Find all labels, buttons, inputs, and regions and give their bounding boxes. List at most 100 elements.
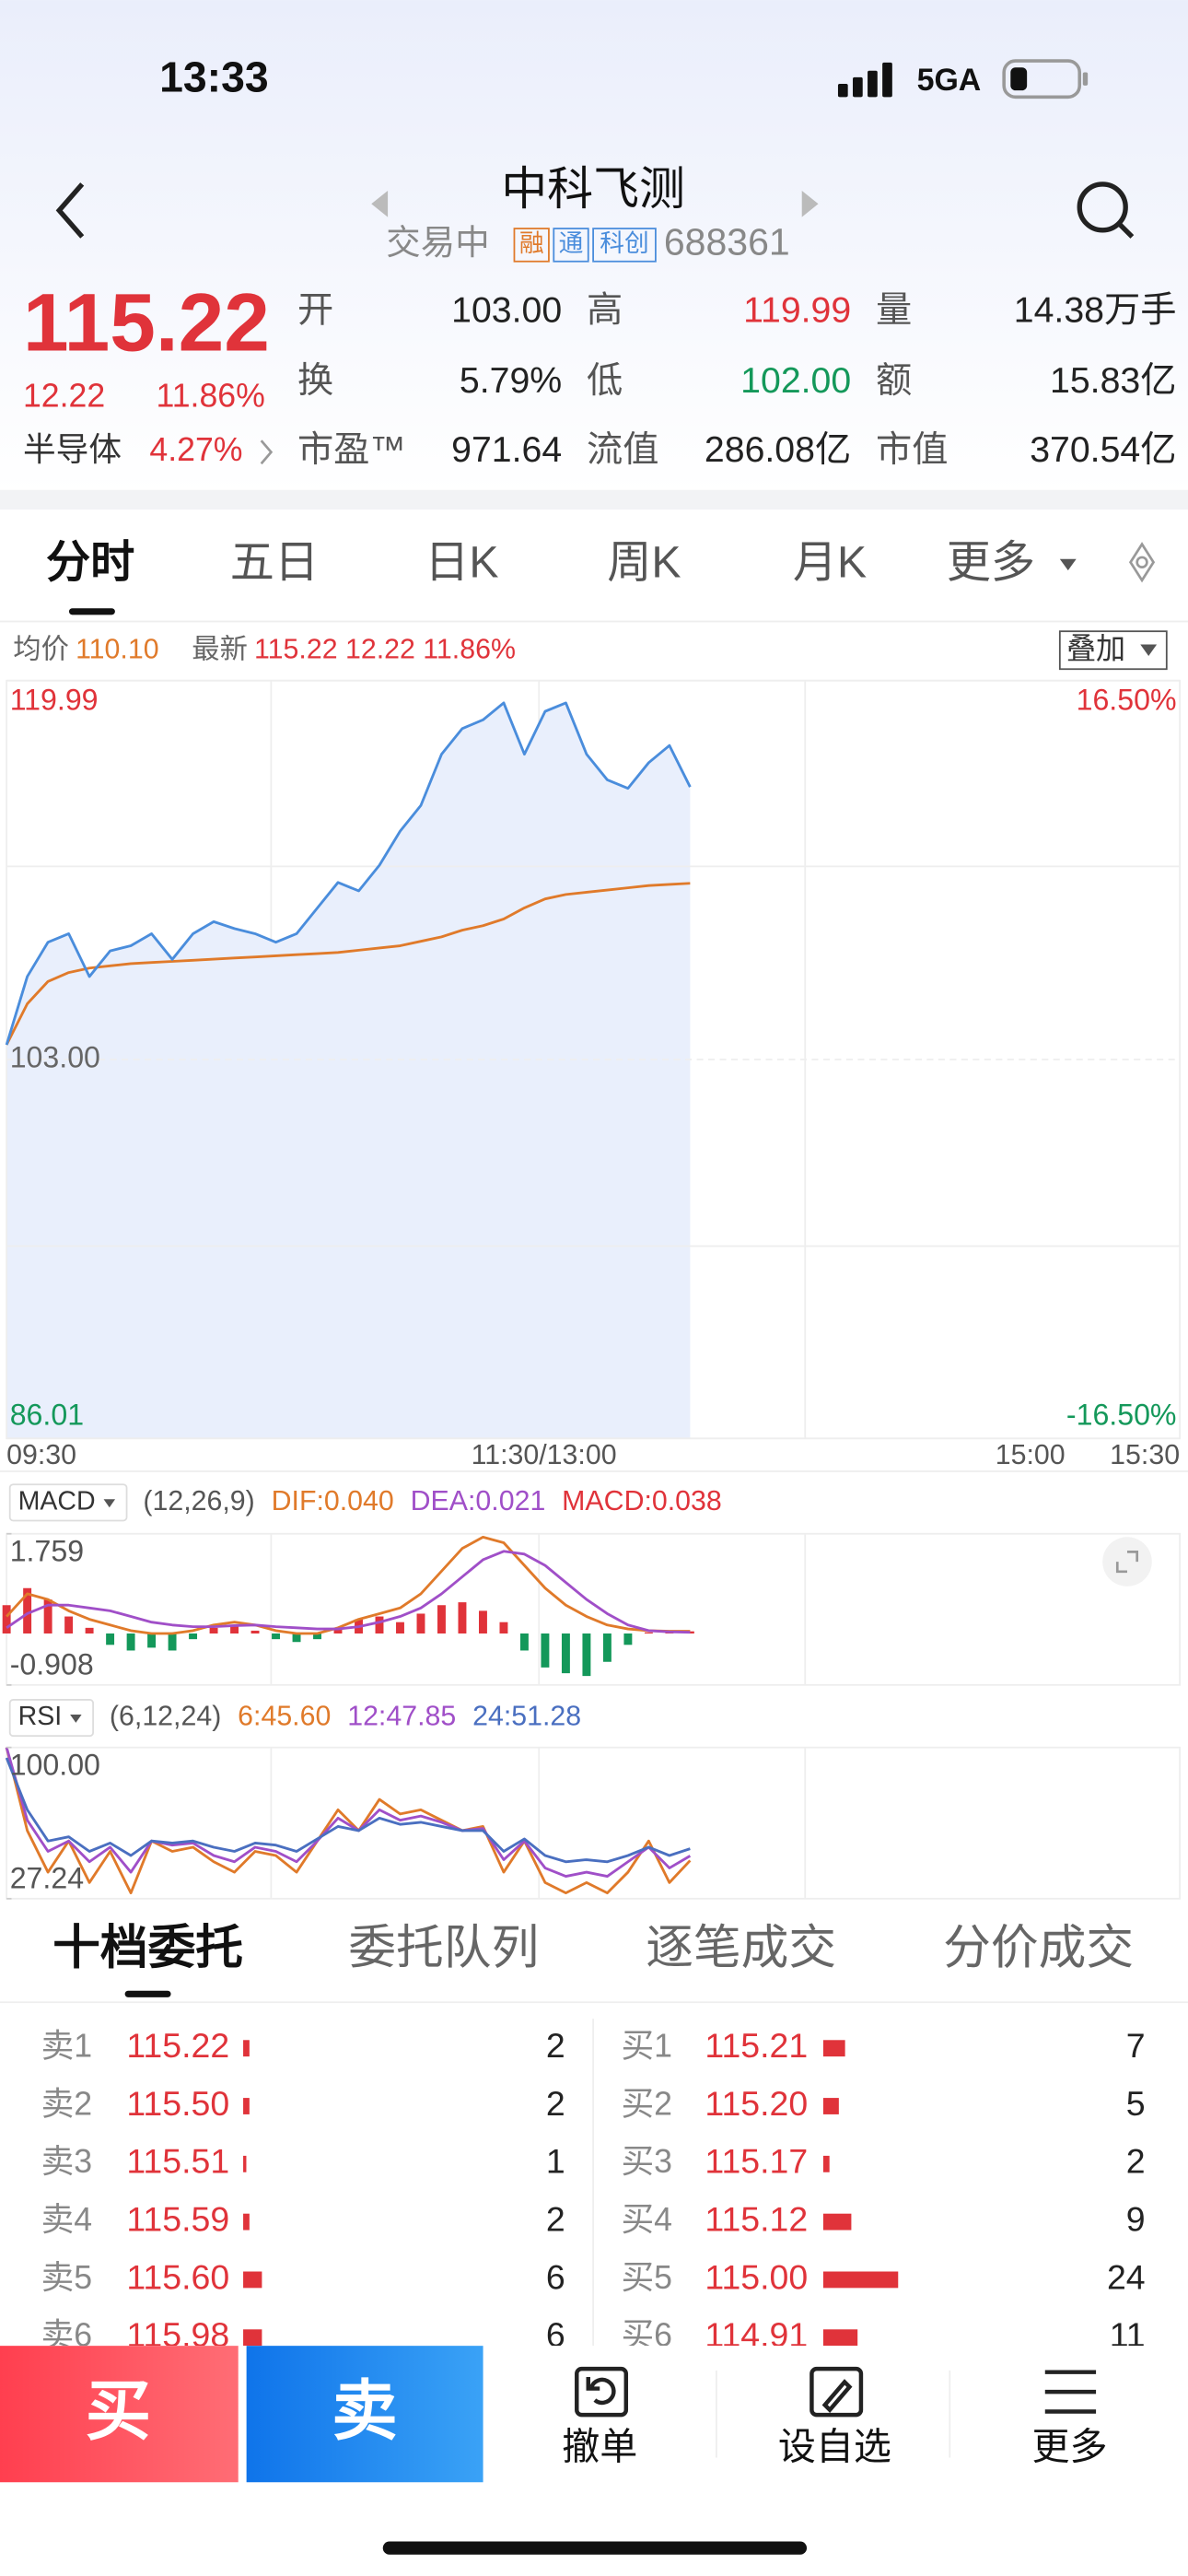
field-label: 低 [587,360,623,401]
plot-frame [6,1532,1181,1686]
volume-bar [822,2155,830,2172]
overlay-label: 叠加 [1066,632,1125,665]
sell-button[interactable] [246,2346,483,2483]
book-qty: 2 [546,2084,565,2123]
book-level: 买1 [621,2028,672,2065]
book-tab[interactable]: 委托队列 [348,1921,539,1974]
indicator-title[interactable]: RSI [18,1702,63,1731]
action-label[interactable]: 设自选 [778,2425,891,2467]
book-qty: 7 [1126,2026,1146,2065]
sell-label[interactable]: 卖 [332,2375,397,2449]
legend-value: 110.10 [76,635,159,665]
chart-tab[interactable]: 月K [793,538,867,588]
book-level: 卖1 [41,2028,93,2065]
prev-stock[interactable] [371,191,389,217]
buy-button[interactable] [0,2346,239,2483]
price-area [6,702,691,1439]
y2-tick-label: 16.50% [1077,683,1177,716]
book-qty: 2 [546,2200,565,2239]
book-qty: 9 [1126,2200,1146,2239]
y-tick-label: 103.00 [10,1040,100,1073]
y2-tick-label: -16.50% [1066,1399,1177,1432]
book-level: 卖3 [41,2143,93,2180]
book-price: 115.17 [705,2142,808,2181]
sector-arrow[interactable] [260,439,274,465]
book-qty: 24 [1107,2257,1146,2296]
volume-bar [822,2098,839,2114]
legend-value: 115.22 12.22 11.86% [254,635,516,665]
volume-bar [822,2040,845,2057]
indicator-line [5,1747,692,1895]
book-tab[interactable]: 分价成交 [943,1921,1134,1974]
book-tab[interactable]: 十档委托 [52,1921,243,1974]
y-tick-label: 119.99 [10,683,99,716]
expand-button[interactable] [1102,1537,1152,1587]
book-level: 买3 [621,2143,672,2180]
network-label: 5GA [917,63,982,98]
field-label: 市盈™ [297,429,406,470]
separator [0,489,1188,510]
volume-bar [243,2040,250,2057]
plot-frame [6,679,1181,1440]
book-level: 卖4 [41,2201,93,2238]
order-book: 卖1 115.22 2 卖2 115.50 2 卖3 115.51 1 卖4 115.59 2 卖5 11… [41,2026,1146,2354]
field-value: 15.83亿 [1050,360,1176,401]
volume-bar [243,2213,250,2231]
trade-state: 交易中 [386,223,489,262]
tab-indicator [68,608,115,615]
book-price: 114.91 [705,2315,808,2354]
chart-tab[interactable]: 更多 [947,538,1035,588]
volume-bar [822,2271,899,2289]
next-stock[interactable] [801,191,819,217]
volume-bar [822,2329,858,2347]
field-value: 14.38万手 [1014,289,1177,330]
book-qty: 6 [546,2315,565,2354]
book-qty: 2 [546,2026,565,2065]
chart-tab[interactable]: 周K [607,538,681,588]
book-price: 115.20 [705,2084,808,2123]
indicator-legend: MACD:0.038 [562,1486,722,1516]
field-label: 额 [876,360,912,401]
indicator-title[interactable]: MACD [18,1486,96,1516]
y-tick-label: -0.908 [10,1648,94,1681]
settings-button[interactable] [1128,542,1156,583]
indicator-legend: DIF:0.040 [272,1486,394,1516]
sector: 半导体 [23,431,122,468]
change-pct: 11.86% [157,377,265,414]
book-tab[interactable]: 逐笔成交 [646,1921,836,1974]
back-button[interactable] [55,182,85,239]
dropdown-arrow [70,1715,82,1723]
badge-box [513,228,550,263]
action-label[interactable]: 更多 [1032,2425,1108,2467]
indicator-legend: DEA:0.021 [411,1486,546,1516]
legend-name: 最新 [192,634,248,665]
stock-code: 688361 [664,221,790,263]
y-tick-label: 86.01 [10,1399,84,1432]
action-label[interactable]: 撤单 [562,2425,637,2467]
book-qty: 2 [1126,2142,1146,2181]
chart-tab[interactable]: 分时 [46,538,134,588]
book-level: 买4 [621,2201,672,2238]
chart-tab[interactable]: 日K [425,538,498,588]
indicator-params: (6,12,24) [110,1702,221,1732]
field-value: 971.64 [451,429,562,470]
badge: 通 [559,229,584,257]
badge-box [553,228,589,263]
indicator-legend: 24:51.28 [472,1702,581,1732]
home-indicator [382,2541,808,2555]
book-level: 买5 [621,2259,672,2296]
indicator-line [5,1747,692,1878]
indicator-legend: 12:47.85 [347,1702,456,1732]
watchlist-icon [809,2366,864,2418]
book-tab-indicator [124,1990,171,1997]
chart-tab[interactable]: 五日 [230,538,319,588]
volume-bar [243,2155,247,2172]
buy-label[interactable]: 买 [86,2375,151,2449]
badge-box [592,228,657,263]
more-icon [1044,2370,1097,2414]
x-tick-label: 11:30/13:00 [472,1440,617,1470]
volume-bar [243,2098,250,2114]
search-button[interactable] [1077,181,1135,239]
field-label: 市值 [876,429,949,470]
